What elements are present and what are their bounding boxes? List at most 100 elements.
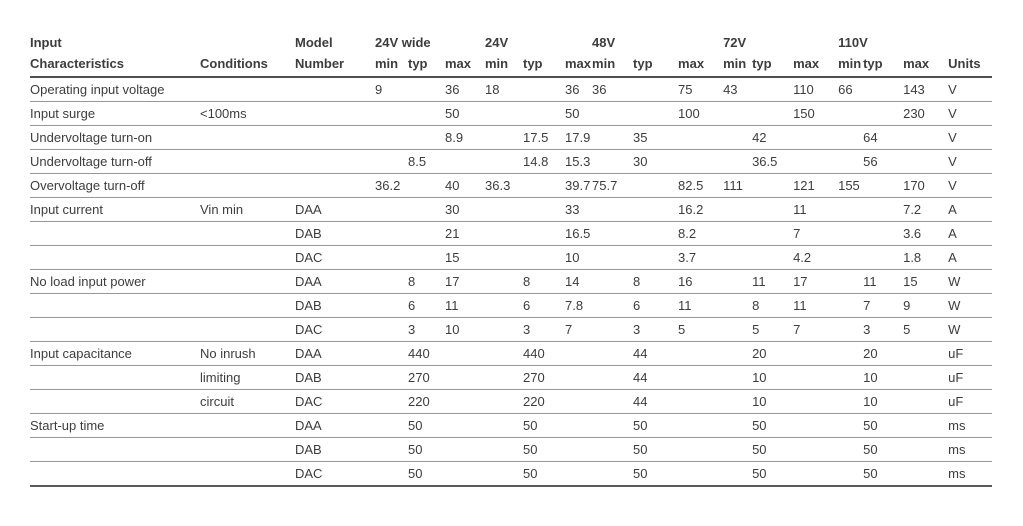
value-cell <box>863 245 904 270</box>
value-cell <box>838 269 864 294</box>
condition-cell <box>200 317 295 342</box>
value-cell <box>485 341 523 366</box>
value-cell: 7.2 <box>903 197 949 222</box>
value-cell <box>863 101 904 126</box>
characteristic-cell: No load input power <box>30 269 200 294</box>
value-cell: 50 <box>752 437 794 462</box>
model-cell: DAB <box>295 221 375 246</box>
value-cell <box>565 365 593 390</box>
header-min: min <box>723 53 753 78</box>
units-cell: W <box>948 293 993 318</box>
value-cell: 11 <box>793 293 839 318</box>
value-cell: 121 <box>793 173 839 198</box>
value-cell: 43 <box>723 77 753 102</box>
value-cell: 11 <box>863 269 904 294</box>
value-cell <box>375 197 408 222</box>
table-header: Input Model 24V wide 24V 48V 72V 110V Ch… <box>30 32 993 78</box>
value-cell <box>838 413 864 438</box>
value-cell <box>375 293 408 318</box>
value-cell <box>375 317 408 342</box>
value-cell <box>565 461 593 487</box>
model-cell: DAA <box>295 197 375 222</box>
value-cell <box>485 461 523 487</box>
header-min: min <box>485 53 523 78</box>
value-cell <box>592 341 634 366</box>
value-cell <box>592 317 634 342</box>
header-spacer-conditions <box>200 32 295 53</box>
units-cell: A <box>948 197 993 222</box>
header-group-72v: 72V <box>723 35 747 50</box>
value-cell <box>485 293 523 318</box>
value-cell <box>408 77 445 102</box>
value-cell: 100 <box>678 101 724 126</box>
value-cell <box>838 125 864 150</box>
value-cell: 44 <box>633 341 679 366</box>
units-cell: V <box>948 149 993 174</box>
header-group-row: Input Model 24V wide 24V 48V 72V 110V <box>30 32 992 53</box>
value-cell: 17.9 <box>565 125 593 150</box>
value-cell <box>592 365 634 390</box>
value-cell: 10 <box>863 389 904 414</box>
header-min: min <box>592 53 634 78</box>
value-cell: 14.8 <box>523 149 565 174</box>
value-cell <box>678 125 724 150</box>
value-cell <box>592 197 634 222</box>
characteristic-cell: Input surge <box>30 101 200 126</box>
condition-cell: limiting <box>200 365 295 390</box>
value-cell <box>838 293 864 318</box>
value-cell: 7 <box>863 293 904 318</box>
units-cell: V <box>948 125 993 150</box>
value-cell: 36.3 <box>485 173 523 198</box>
condition-cell <box>200 245 295 270</box>
value-cell <box>752 197 794 222</box>
header-model-line2: Number <box>295 53 375 78</box>
value-cell: 40 <box>445 173 485 198</box>
value-cell <box>793 461 839 487</box>
value-cell: 5 <box>903 317 949 342</box>
value-cell <box>723 269 753 294</box>
units-cell: uF <box>948 365 993 390</box>
characteristic-cell <box>30 365 200 390</box>
value-cell <box>723 149 753 174</box>
value-cell: 15.3 <box>565 149 593 174</box>
header-max: max <box>445 53 485 78</box>
value-cell <box>565 389 593 414</box>
characteristic-cell: Operating input voltage <box>30 77 200 102</box>
value-cell: 16.5 <box>565 221 593 246</box>
model-cell: DAC <box>295 461 375 487</box>
value-cell: 270 <box>408 365 445 390</box>
value-cell <box>485 149 523 174</box>
value-cell <box>375 461 408 487</box>
value-cell <box>752 245 794 270</box>
value-cell <box>375 125 408 150</box>
value-cell <box>408 125 445 150</box>
value-cell: 39.7 <box>565 173 593 198</box>
value-cell <box>485 365 523 390</box>
value-cell <box>903 413 949 438</box>
value-cell <box>408 245 445 270</box>
condition-cell: <100ms <box>200 101 295 126</box>
model-cell <box>295 125 375 150</box>
value-cell: 8.5 <box>408 149 445 174</box>
header-spacer-units <box>948 32 992 53</box>
model-cell: DAC <box>295 389 375 414</box>
value-cell: 50 <box>752 461 794 487</box>
model-cell: DAB <box>295 293 375 318</box>
value-cell: 56 <box>863 149 904 174</box>
characteristic-cell <box>30 389 200 414</box>
value-cell <box>723 461 753 487</box>
header-group-24v: 24V <box>485 35 509 50</box>
condition-cell <box>200 437 295 462</box>
value-cell <box>633 173 679 198</box>
value-cell: 15 <box>903 269 949 294</box>
model-cell <box>295 173 375 198</box>
value-cell: 30 <box>633 149 679 174</box>
value-cell <box>678 461 724 487</box>
table-row: Start-up time DAA 50 50 50 50 50 ms <box>30 413 993 438</box>
table-row: Input surge <100ms 50 50 100 150 230 V <box>30 101 993 126</box>
value-cell <box>723 101 753 126</box>
value-cell <box>793 413 839 438</box>
value-cell <box>838 317 864 342</box>
value-cell: 50 <box>752 413 794 438</box>
value-cell: 11 <box>678 293 724 318</box>
